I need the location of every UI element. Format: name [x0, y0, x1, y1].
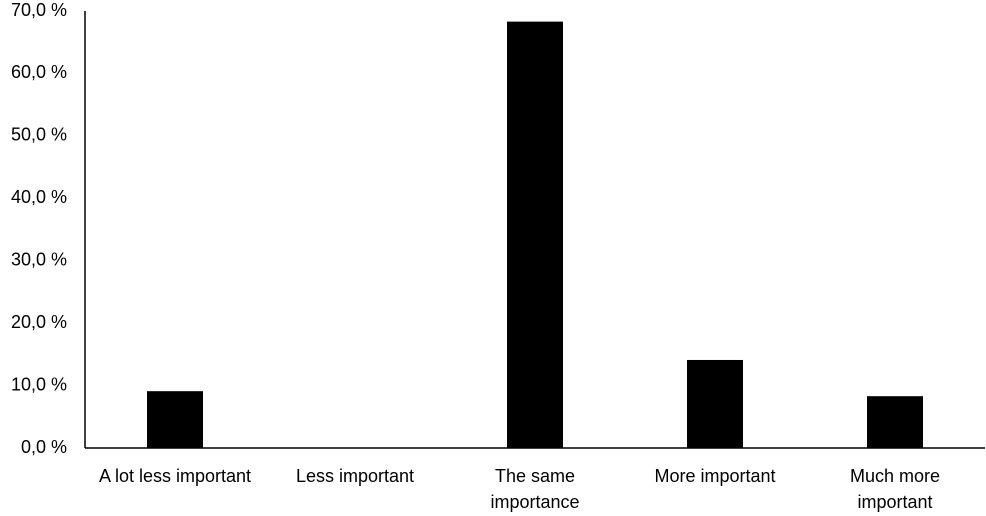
y-tick-label: 20,0 %	[11, 312, 67, 332]
x-tick-label: The same importance	[490, 466, 580, 512]
x-tick-label: Much more important	[849, 466, 941, 512]
y-tick-label: 70,0 %	[11, 0, 67, 20]
y-tick-label: 0,0 %	[21, 437, 67, 457]
x-tick-label: More important	[654, 466, 776, 486]
bar	[147, 391, 203, 448]
bar	[687, 359, 743, 448]
bar	[867, 396, 923, 448]
y-tick-label: 10,0 %	[11, 374, 67, 394]
x-tick-label: A lot less important	[98, 466, 252, 486]
y-tick-label: 30,0 %	[11, 249, 67, 269]
y-tick-label: 40,0 %	[11, 187, 67, 207]
bar	[507, 21, 563, 449]
x-tick-label: Less important	[295, 466, 415, 486]
y-tick-label: 50,0 %	[11, 125, 67, 145]
y-tick-label: 60,0 %	[11, 62, 67, 82]
